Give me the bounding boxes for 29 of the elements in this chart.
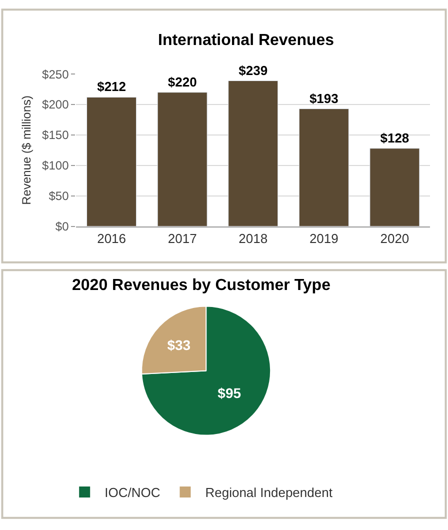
data-label: $239: [238, 62, 268, 78]
y-tick-label: $50: [48, 189, 70, 204]
pie-slice: [141, 306, 272, 436]
y-tick-label: $0: [55, 220, 70, 234]
x-tick-label: 2017: [168, 230, 197, 246]
y-tick-label: $200: [42, 98, 70, 112]
legend-label: Regional Independent: [205, 485, 333, 500]
chart-title: International Revenues: [158, 32, 334, 49]
data-label: $33: [167, 336, 191, 353]
data-label: $95: [218, 385, 242, 402]
data-label: $212: [97, 79, 126, 94]
x-tick-label: 2016: [97, 230, 126, 246]
bar: [298, 108, 349, 226]
data-label: $128: [380, 130, 410, 146]
bar: [228, 80, 278, 226]
bar: [157, 92, 208, 226]
y-axis-title: Revenue ($ millions): [19, 95, 34, 205]
chart-title: 2020 Revenues by Customer Type: [72, 277, 331, 294]
x-tick-label: 2019: [309, 230, 338, 246]
legend-label: IOC/NOC: [104, 485, 160, 500]
y-tick-label: $150: [42, 128, 70, 142]
x-tick-label: 2018: [238, 230, 268, 246]
y-tick-label: $250: [42, 67, 70, 82]
data-label: $220: [168, 74, 197, 90]
x-tick-label: 2020: [380, 230, 410, 246]
y-tick-label: $100: [42, 158, 70, 173]
bar: [370, 148, 420, 226]
data-label: $193: [309, 90, 338, 106]
bar: [86, 96, 137, 226]
